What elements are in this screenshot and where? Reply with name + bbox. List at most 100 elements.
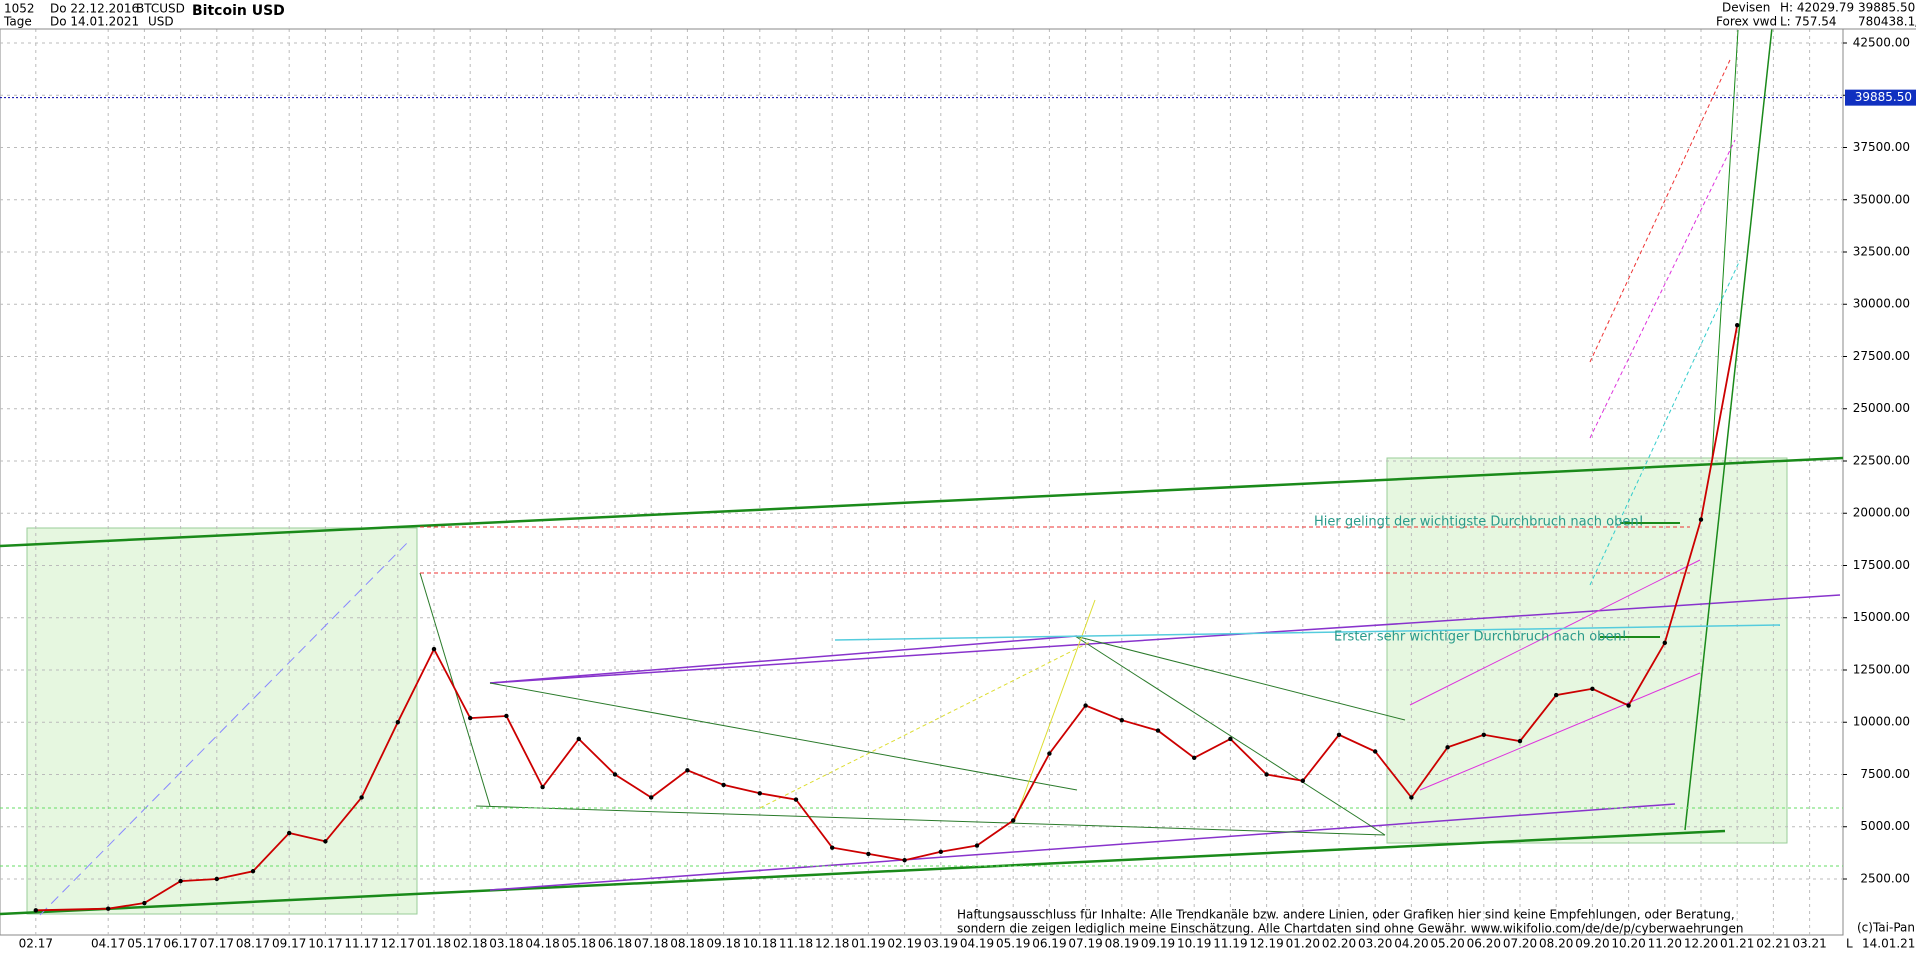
trend-line xyxy=(1419,672,1701,791)
x-tick-label: 10.20 xyxy=(1611,937,1645,951)
price-point xyxy=(1300,778,1306,783)
y-tick-label: 42500.00 xyxy=(1853,36,1910,50)
price-point xyxy=(106,906,111,911)
annotation: Hier gelingt der wichtigste Durchbruch n… xyxy=(1314,515,1644,530)
price-point xyxy=(866,851,871,857)
footer-date: 14.01.21 xyxy=(1862,937,1915,951)
high: H: 42029.79 xyxy=(1780,1,1854,15)
trend-line xyxy=(39,539,411,916)
disclaimer: Haftungsausschluss für Inhalte: Alle Tre… xyxy=(957,908,1735,922)
y-tick-label: 5000.00 xyxy=(1860,819,1910,833)
price-point xyxy=(1228,736,1233,742)
price-point xyxy=(612,772,618,777)
price-point xyxy=(142,900,147,906)
trend-line xyxy=(489,803,1676,891)
x-tick-label: 01.21 xyxy=(1720,937,1754,951)
price-point xyxy=(468,715,473,721)
price-point xyxy=(649,795,654,800)
price-point xyxy=(1192,755,1197,760)
annotation: Erster sehr wichtiger Durchbruch nach ob… xyxy=(1334,630,1627,645)
trend-line xyxy=(1074,635,1406,721)
bars: 1052 xyxy=(4,2,35,16)
x-tick-label: 06.19 xyxy=(1032,937,1066,951)
trend-line xyxy=(489,635,1078,684)
grid xyxy=(0,29,1843,935)
source: Forex vwd xyxy=(1716,15,1777,29)
price-tag xyxy=(1845,89,1916,106)
price-point xyxy=(1590,686,1595,692)
last: 39885.50 xyxy=(1858,1,1915,15)
symbol: BTCUSD xyxy=(136,2,185,16)
x-tick-label: 06.17 xyxy=(163,937,197,951)
price-point xyxy=(1264,772,1269,777)
price-point xyxy=(1554,692,1559,698)
x-tick-label: 10.17 xyxy=(308,937,342,951)
trend-line xyxy=(475,805,1386,836)
x-tick-label: 12.18 xyxy=(815,937,849,951)
y-tick-label: 20000.00 xyxy=(1853,506,1910,520)
trend-line xyxy=(1711,29,1739,461)
x-tick-label: 11.20 xyxy=(1648,937,1682,951)
price-point xyxy=(1083,703,1088,708)
x-tick-label: 10.19 xyxy=(1177,937,1211,951)
to-date: Do 14.01.2021 xyxy=(50,15,139,29)
currency: USD xyxy=(148,15,174,29)
x-tick-label: 09.18 xyxy=(706,937,740,951)
x-tick-label: 08.19 xyxy=(1105,937,1139,951)
header-bar xyxy=(0,0,1916,29)
price-point xyxy=(287,830,292,836)
x-tick-label: 11.17 xyxy=(344,937,378,951)
price-point xyxy=(431,646,437,652)
price-point xyxy=(540,784,545,790)
period: Tage xyxy=(3,15,32,29)
x-tick-label: 05.20 xyxy=(1430,937,1464,951)
x-tick-label: 01.20 xyxy=(1286,937,1320,951)
price-point xyxy=(359,795,364,800)
x-tick-label: 01.19 xyxy=(851,937,885,951)
trend-line xyxy=(1684,0,1776,831)
price-point xyxy=(721,782,726,788)
x-tick-label: 07.18 xyxy=(634,937,668,951)
price-point xyxy=(1047,751,1052,756)
trend-line xyxy=(1589,259,1741,586)
price-point xyxy=(576,736,581,742)
x-tick-label: 08.17 xyxy=(236,937,270,951)
market: Devisen xyxy=(1722,1,1770,15)
copyright: (c)Tai-Pan xyxy=(1857,921,1915,935)
x-tick-label: 07.19 xyxy=(1068,937,1102,951)
trend-line xyxy=(1409,559,1701,706)
y-tick-label: 37500.00 xyxy=(1853,140,1910,154)
trend-line xyxy=(489,682,1078,791)
x-tick-label: 08.18 xyxy=(670,937,704,951)
price-point xyxy=(1735,322,1740,328)
trend-line xyxy=(0,456,1844,548)
from-date: Do 22.12.2016 xyxy=(50,2,139,16)
price-point xyxy=(33,908,38,913)
price-point xyxy=(1662,640,1668,646)
price-point xyxy=(395,720,400,725)
x-tick-label: 02.19 xyxy=(887,937,921,951)
x-tick-label: 02.20 xyxy=(1322,937,1356,951)
volume: 780438.1/ xyxy=(1858,15,1916,29)
price-point xyxy=(685,768,690,773)
x-tick-label: 02.17 xyxy=(19,937,53,951)
price-point xyxy=(938,849,943,855)
disclaimer: sondern die zeigen lediglich meine Einsc… xyxy=(957,922,1743,936)
price-point xyxy=(902,857,907,863)
trend-line xyxy=(834,624,1781,641)
price-point xyxy=(1698,517,1704,522)
trend-lines xyxy=(0,0,1844,916)
y-tick-label: 27500.00 xyxy=(1853,349,1910,363)
x-tick-label: 04.20 xyxy=(1394,937,1428,951)
price-point xyxy=(1119,717,1125,723)
low: L: 757.54 xyxy=(1780,15,1837,29)
trend-line xyxy=(0,829,1726,916)
price-point xyxy=(830,845,835,850)
x-tick-label: 04.17 xyxy=(91,937,125,951)
x-tick-label: 12.19 xyxy=(1249,937,1283,951)
chart-title: Bitcoin USD xyxy=(192,3,285,19)
scale: L xyxy=(1846,937,1853,951)
price-point xyxy=(793,797,799,802)
trend-line xyxy=(489,594,1841,684)
x-tick-label: 06.18 xyxy=(598,937,632,951)
